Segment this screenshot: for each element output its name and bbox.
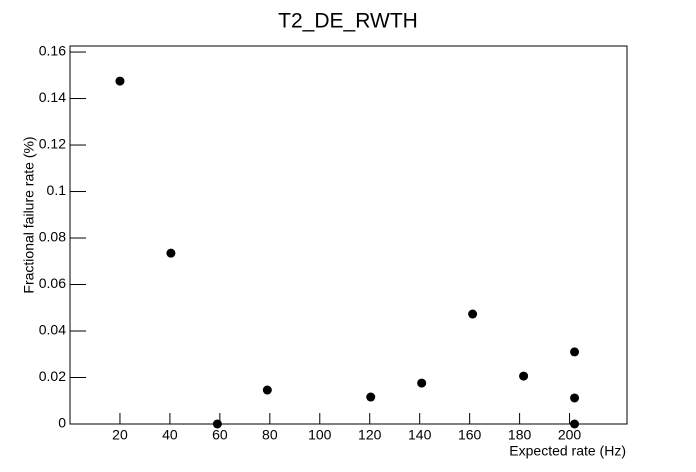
chart-title: T2_DE_RWTH	[278, 10, 418, 33]
y-tick-label: 0.16	[39, 43, 66, 59]
point	[519, 371, 529, 381]
y-tick-label: 0.14	[39, 89, 66, 105]
y-tick-label: 0.08	[39, 229, 66, 245]
point	[115, 76, 125, 86]
plot-frame	[69, 45, 628, 425]
x-tick-label: 140	[408, 427, 432, 443]
point	[468, 309, 478, 319]
x-tick-label: 180	[508, 427, 532, 443]
point	[570, 347, 580, 357]
x-tick-label: 120	[358, 427, 382, 443]
point	[417, 378, 427, 388]
y-tick-label: 0.06	[39, 275, 66, 291]
point	[570, 419, 580, 429]
point	[366, 392, 376, 402]
y-axis-label: Fractional failure rate (%)	[21, 136, 37, 293]
x-tick-label: 200	[558, 427, 582, 443]
point	[262, 385, 272, 395]
x-axis-label: Expected rate (Hz)	[509, 443, 626, 459]
point	[570, 393, 580, 403]
y-tick-label: 0	[58, 415, 66, 431]
x-tick-label: 100	[308, 427, 332, 443]
x-tick-label: 40	[162, 427, 178, 443]
y-tick-label: 0.12	[39, 136, 66, 152]
point	[212, 419, 222, 429]
point	[166, 248, 176, 258]
x-tick-label: 20	[112, 427, 128, 443]
x-tick-label: 80	[262, 427, 278, 443]
y-tick-label: 0.1	[47, 182, 67, 198]
y-tick-label: 0.04	[39, 322, 66, 338]
x-tick-label: 160	[458, 427, 482, 443]
x-tick-label: 60	[212, 427, 228, 443]
y-tick-label: 0.02	[39, 368, 66, 384]
